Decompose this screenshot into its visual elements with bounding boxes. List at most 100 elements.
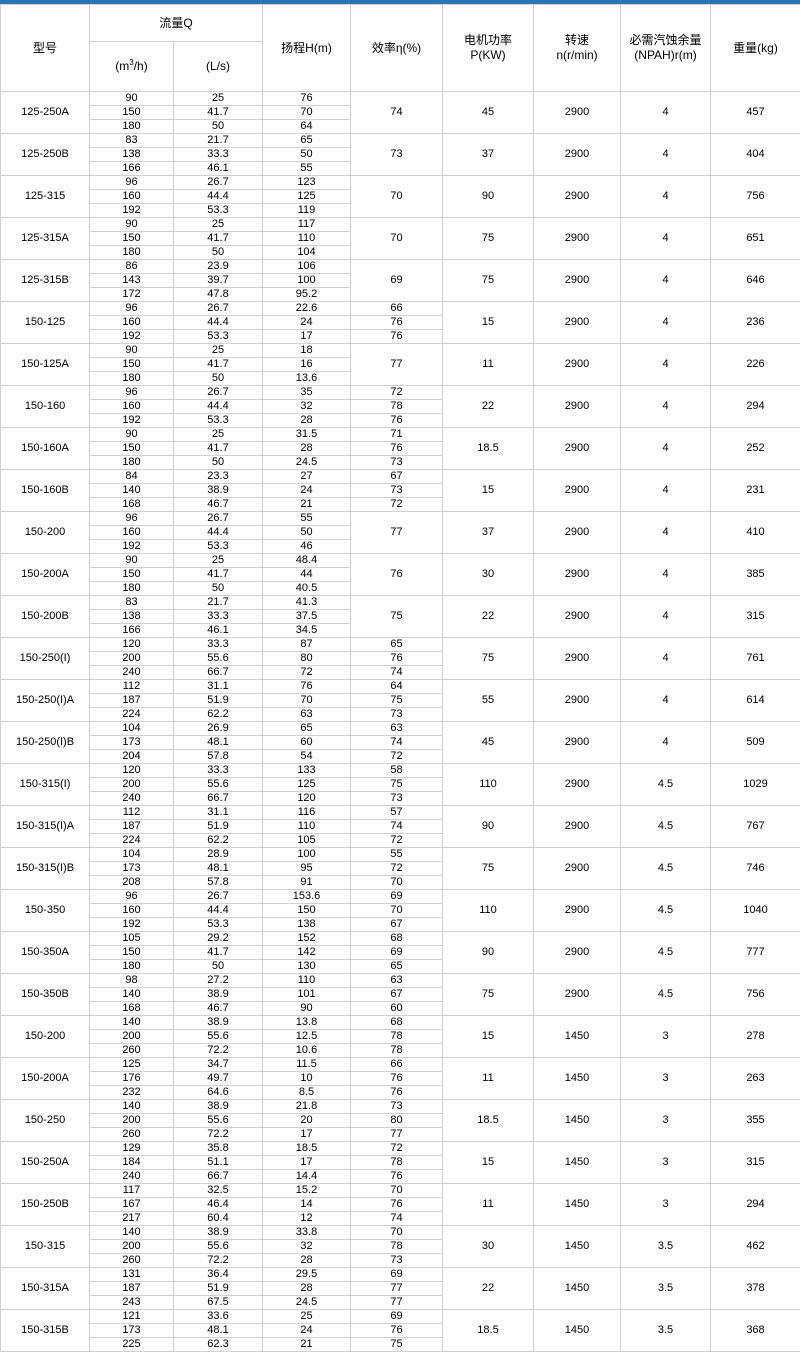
speed-cell: 1450: [534, 1226, 621, 1268]
speed-cell: 2900: [534, 344, 621, 386]
power-cell: 11: [443, 344, 534, 386]
flow-m3h-cell: 150: [90, 946, 174, 960]
speed-cell: 1450: [534, 1058, 621, 1100]
col-header-speed: 转速 n(r/min): [534, 5, 621, 92]
efficiency-cell: 80: [351, 1114, 443, 1128]
col-header-power-line2: P(KW): [443, 48, 533, 63]
head-cell: 24.5: [263, 1296, 351, 1310]
speed-cell: 1450: [534, 1310, 621, 1352]
power-cell: 11: [443, 1058, 534, 1100]
flow-m3h-cell: 180: [90, 456, 174, 470]
col-header-head: 扬程H(m): [263, 5, 351, 92]
flow-ls-cell: 67.5: [174, 1296, 263, 1310]
model-cell: 150-250(I)A: [1, 680, 90, 722]
power-cell: 110: [443, 890, 534, 932]
flow-m3h-cell: 192: [90, 330, 174, 344]
head-cell: 91: [263, 876, 351, 890]
efficiency-cell: 75: [351, 596, 443, 638]
power-cell: 90: [443, 176, 534, 218]
flow-ls-cell: 26.7: [174, 302, 263, 316]
flow-ls-cell: 55.6: [174, 652, 263, 666]
flow-ls-cell: 47.8: [174, 288, 263, 302]
flow-ls-cell: 25: [174, 554, 263, 568]
head-cell: 14: [263, 1198, 351, 1212]
flow-ls-cell: 53.3: [174, 414, 263, 428]
flow-ls-cell: 55.6: [174, 1030, 263, 1044]
flow-ls-cell: 44.4: [174, 526, 263, 540]
speed-cell: 2900: [534, 218, 621, 260]
flow-ls-cell: 38.9: [174, 1100, 263, 1114]
flow-ls-cell: 41.7: [174, 232, 263, 246]
flow-m3h-cell: 200: [90, 1240, 174, 1254]
flow-m3h-cell: 260: [90, 1044, 174, 1058]
flow-ls-cell: 44.4: [174, 316, 263, 330]
flow-m3h-cell: 240: [90, 666, 174, 680]
flow-m3h-cell: 138: [90, 148, 174, 162]
col-header-npsh-line1: 必需汽蚀余量: [621, 33, 710, 48]
efficiency-cell: 76: [351, 316, 443, 330]
flow-ls-cell: 53.3: [174, 330, 263, 344]
efficiency-cell: 67: [351, 470, 443, 484]
efficiency-cell: 72: [351, 862, 443, 876]
flow-m3h-cell: 98: [90, 974, 174, 988]
efficiency-cell: 72: [351, 498, 443, 512]
npsh-cell: 4: [621, 722, 711, 764]
weight-cell: 767: [711, 806, 800, 848]
efficiency-cell: 72: [351, 1142, 443, 1156]
power-cell: 75: [443, 974, 534, 1016]
weight-cell: 368: [711, 1310, 800, 1352]
flow-ls-cell: 38.9: [174, 1226, 263, 1240]
weight-cell: 378: [711, 1268, 800, 1310]
flow-ls-cell: 57.8: [174, 876, 263, 890]
flow-ls-cell: 51.9: [174, 1282, 263, 1296]
model-cell: 150-315(I)B: [1, 848, 90, 890]
head-cell: 28: [263, 442, 351, 456]
flow-m3h-cell: 90: [90, 554, 174, 568]
power-cell: 18.5: [443, 428, 534, 470]
head-cell: 16: [263, 358, 351, 372]
flow-m3h-cell: 90: [90, 344, 174, 358]
efficiency-cell: 72: [351, 386, 443, 400]
head-cell: 70: [263, 694, 351, 708]
efficiency-cell: 71: [351, 428, 443, 442]
col-header-npsh: 必需汽蚀余量 (NPAH)r(m): [621, 5, 711, 92]
efficiency-cell: 76: [351, 1198, 443, 1212]
weight-cell: 457: [711, 92, 800, 134]
flow-m3h-cell: 192: [90, 414, 174, 428]
efficiency-cell: 70: [351, 876, 443, 890]
flow-ls-cell: 41.7: [174, 442, 263, 456]
head-cell: 32: [263, 1240, 351, 1254]
head-cell: 120: [263, 792, 351, 806]
power-cell: 75: [443, 260, 534, 302]
efficiency-cell: 75: [351, 694, 443, 708]
efficiency-cell: 73: [351, 792, 443, 806]
head-cell: 40.5: [263, 582, 351, 596]
power-cell: 15: [443, 1142, 534, 1184]
head-cell: 18.5: [263, 1142, 351, 1156]
flow-ls-cell: 72.2: [174, 1044, 263, 1058]
efficiency-cell: 78: [351, 1044, 443, 1058]
flow-m3h-cell: 112: [90, 806, 174, 820]
model-cell: 150-250A: [1, 1142, 90, 1184]
head-cell: 55: [263, 512, 351, 526]
npsh-cell: 3.5: [621, 1226, 711, 1268]
head-cell: 125: [263, 190, 351, 204]
efficiency-cell: 73: [351, 456, 443, 470]
efficiency-cell: 70: [351, 218, 443, 260]
efficiency-cell: 70: [351, 1184, 443, 1198]
weight-cell: 410: [711, 512, 800, 554]
head-cell: 28: [263, 1254, 351, 1268]
flow-m3h-cell: 86: [90, 260, 174, 274]
col-header-weight: 重量(kg): [711, 5, 800, 92]
flow-m3h-cell: 160: [90, 190, 174, 204]
flow-ls-cell: 34.7: [174, 1058, 263, 1072]
flow-m3h-cell: 121: [90, 1310, 174, 1324]
flow-ls-cell: 39.7: [174, 274, 263, 288]
head-cell: 25: [263, 1310, 351, 1324]
power-cell: 90: [443, 932, 534, 974]
efficiency-cell: 77: [351, 1296, 443, 1310]
